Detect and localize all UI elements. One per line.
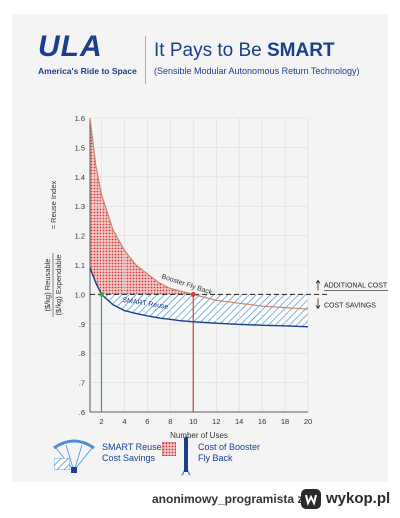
y-tick-label: 1.3 (75, 202, 85, 211)
wykop-site: wykop.pl (326, 490, 391, 507)
y-tick-label: .8 (79, 349, 85, 358)
y-tick-label: .6 (79, 408, 85, 417)
legend-smart-line2: Cost Savings (102, 453, 156, 463)
wykop-logo[interactable]: wykop.pl (300, 488, 392, 510)
wykop-icon (301, 489, 321, 509)
x-tick-label: 10 (189, 417, 197, 426)
x-tick-label: 2 (99, 417, 103, 426)
y-axis-label-denominator: ($/kg) Expendable (54, 255, 63, 316)
additional-cost-arrow (315, 279, 321, 291)
legend-flyback-line2: Fly Back (198, 453, 233, 463)
smart-breakeven-point (99, 292, 104, 297)
page-title: It Pays to Be SMART (154, 40, 335, 62)
y-tick-label: .7 (79, 379, 85, 388)
logo-text: ULA (38, 30, 103, 63)
legend-smart: SMART Reuse Cost Savings (102, 442, 162, 464)
booster-icon (181, 436, 191, 476)
y-tick-label: 1.0 (75, 290, 85, 299)
x-tick-label: 6 (145, 417, 149, 426)
header-divider (145, 36, 146, 84)
smart-savings-swatch (54, 458, 70, 470)
logo-tagline: America's Ride to Space (38, 66, 137, 76)
footer-attribution: anonimowy_programista z (152, 492, 303, 506)
y-axis-label-numerator: ($/kg) Reusable (43, 259, 52, 312)
x-tick-label: 4 (122, 417, 126, 426)
annotation-additional-cost: ADDITIONAL COST (324, 282, 388, 289)
x-tick-label: 16 (258, 417, 266, 426)
annotation-cost-savings: COST SAVINGS (324, 302, 376, 309)
x-tick-label: 14 (235, 417, 243, 426)
x-axis-label: Number of Uses (170, 431, 228, 440)
reuse-index-chart: .6 .7 .8 .9 1.0 1.1 1.2 1.3 1.4 1.5 1.6 2 4 6 8 10 12 14 1… (43, 114, 388, 440)
x-tick-label: 8 (168, 417, 172, 426)
poster: ULA America's Ride to Space It Pays to B… (12, 14, 388, 482)
parachute-icon (53, 439, 95, 473)
flyback-cost-area (90, 118, 194, 295)
x-tick-label: 18 (281, 417, 289, 426)
y-tick-label: 1.5 (75, 143, 85, 152)
y-tick-label: 1.4 (75, 173, 85, 182)
page-subtitle: (Sensible Modular Autonomous Return Tech… (154, 66, 360, 76)
title-prefix: It Pays to Be (154, 40, 267, 61)
legend: SMART Reuse Cost Savings Cost of Booster… (42, 434, 342, 478)
legend-flyback: Cost of Booster Fly Back (198, 442, 260, 464)
header: ULA America's Ride to Space It Pays to B… (12, 14, 388, 96)
footer-username[interactable]: anonimowy_programista (152, 492, 295, 506)
y-tick-label: 1.1 (75, 261, 85, 270)
flyback-cost-swatch (162, 442, 176, 456)
footer-z: z (297, 492, 304, 506)
smart-series-line (89, 267, 308, 328)
flyback-breakeven-point (190, 292, 196, 297)
y-tick-label: 1.2 (75, 232, 85, 241)
ula-logo: ULA America's Ride to Space (38, 30, 148, 77)
y-tick-label: 1.6 (75, 114, 85, 123)
cost-savings-arrow (315, 298, 321, 310)
y-tick-label: .9 (79, 320, 85, 329)
legend-flyback-line1: Cost of Booster (198, 442, 261, 452)
legend-smart-line1: SMART Reuse (102, 442, 162, 452)
y-axis-label-eq: = Reuse Index (49, 180, 58, 229)
title-bold: SMART (267, 40, 335, 61)
x-tick-label: 20 (304, 417, 312, 426)
smart-savings-area (101, 294, 308, 327)
flyback-series-line (89, 117, 309, 310)
x-tick-label: 12 (212, 417, 220, 426)
footer: anonimowy_programista z wykop.pl (0, 482, 400, 518)
